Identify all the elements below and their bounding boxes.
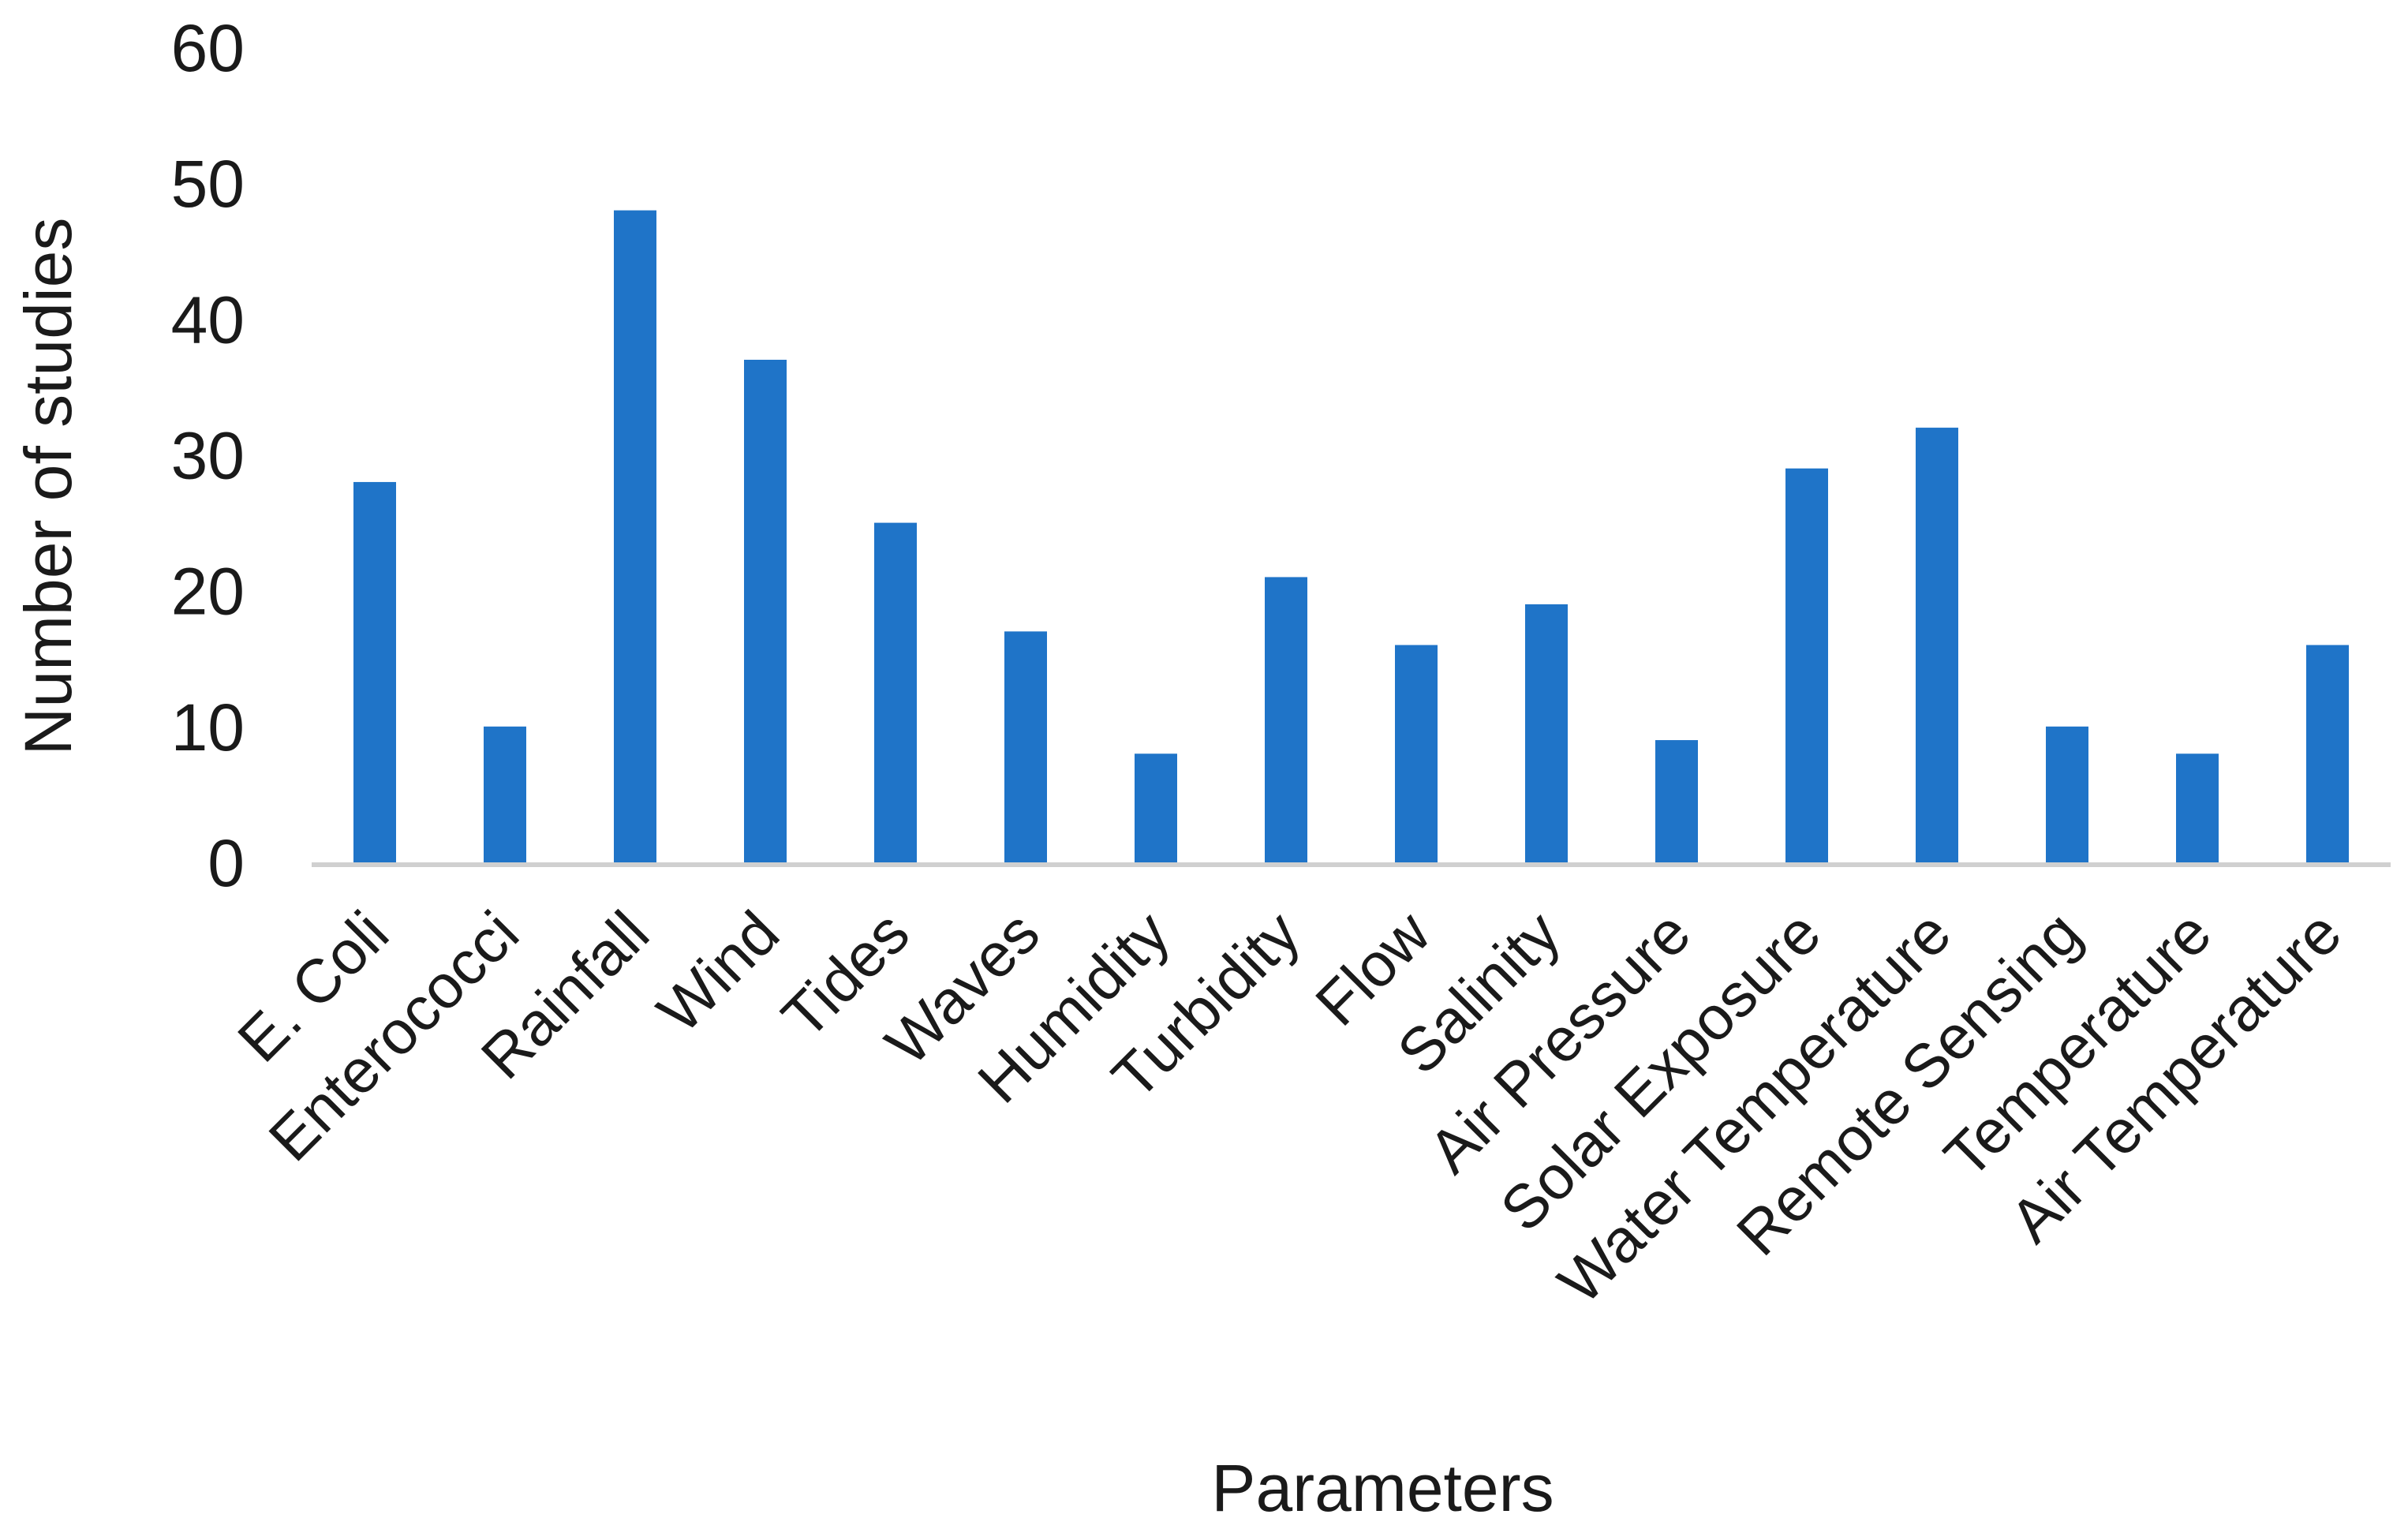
- x-axis-label: Parameters: [1211, 1451, 1554, 1525]
- bar: [484, 726, 526, 862]
- y-tick-label: 60: [171, 11, 245, 85]
- bar: [1655, 740, 1698, 862]
- bar: [2176, 753, 2219, 862]
- y-tick-label: 10: [171, 690, 245, 765]
- y-tick-label: 40: [171, 282, 245, 357]
- y-tick-label: 30: [171, 419, 245, 493]
- bar: [1004, 631, 1047, 862]
- y-axis-ticks: 0 10 20 30 40 50 60: [171, 11, 245, 900]
- bar: [353, 481, 396, 862]
- bar: [2306, 645, 2349, 862]
- x-axis-tick-labels: E. ColiEnterococciRainfallWindTidesWaves…: [224, 897, 2354, 1317]
- bars: [353, 210, 2349, 863]
- bar: [1525, 604, 1568, 862]
- y-tick-label: 0: [208, 826, 245, 900]
- bar: [2046, 726, 2088, 862]
- bar: [614, 210, 656, 863]
- bar: [1135, 753, 1177, 862]
- bar: [1265, 577, 1307, 862]
- bar: [1395, 645, 1438, 862]
- y-tick-label: 20: [171, 555, 245, 629]
- bar: [874, 522, 917, 862]
- bar: [1916, 428, 1958, 862]
- bar: [1785, 468, 1828, 862]
- bar: [744, 359, 787, 862]
- y-axis-label: Number of studies: [11, 218, 85, 756]
- y-tick-label: 50: [171, 147, 245, 221]
- x-tick-label: Wind: [644, 898, 792, 1046]
